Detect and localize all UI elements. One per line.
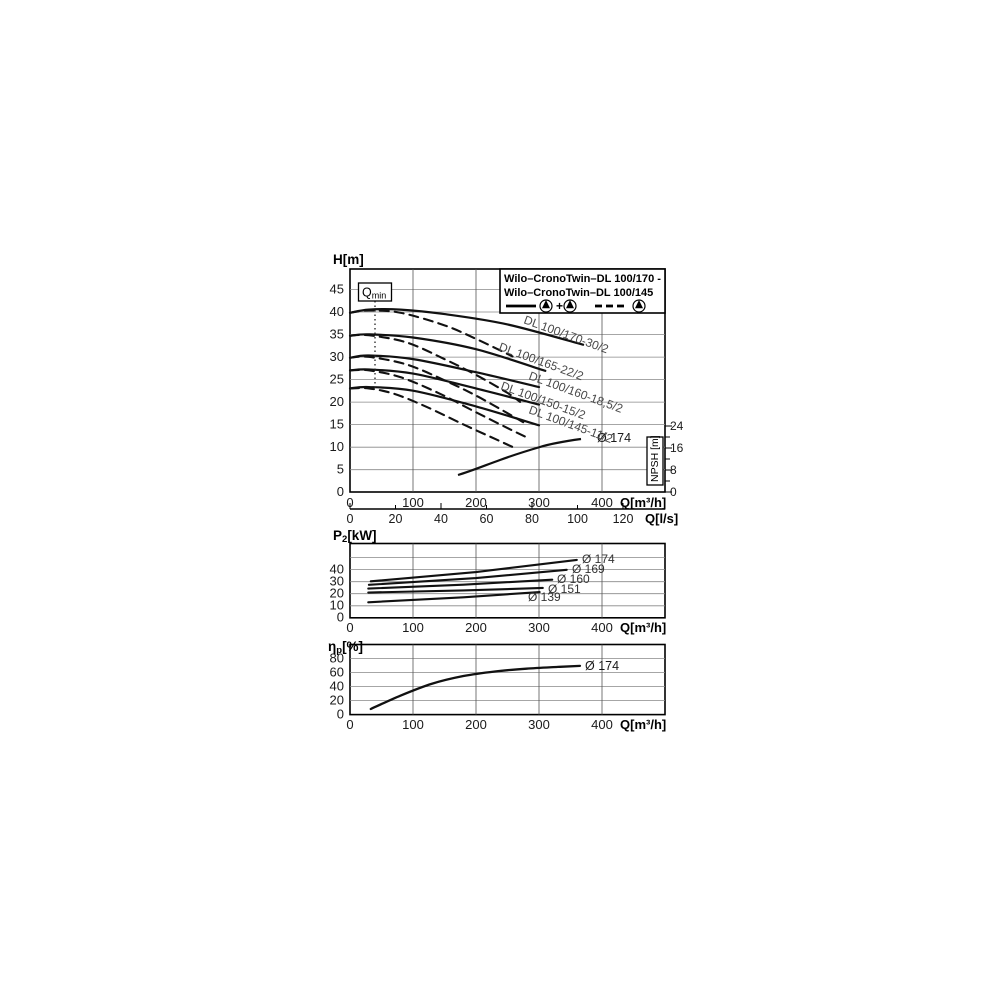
svg-text:0: 0: [337, 610, 344, 625]
svg-text:5: 5: [337, 462, 344, 477]
svg-text:100: 100: [402, 717, 424, 732]
svg-text:120: 120: [613, 512, 634, 526]
svg-text:P2[kW]: P2[kW]: [333, 528, 377, 545]
svg-text:60: 60: [330, 665, 344, 680]
svg-text:100: 100: [567, 512, 588, 526]
svg-text:30: 30: [330, 349, 344, 364]
svg-text:40: 40: [330, 679, 344, 694]
svg-text:10: 10: [330, 439, 344, 454]
svg-text:24: 24: [670, 419, 684, 433]
svg-text:0: 0: [337, 707, 344, 722]
svg-text:+: +: [556, 299, 563, 313]
svg-text:100: 100: [402, 620, 424, 635]
svg-text:Q[m³/h]: Q[m³/h]: [620, 717, 666, 732]
svg-text:Ø 174: Ø 174: [585, 659, 619, 673]
svg-text:35: 35: [330, 327, 344, 342]
svg-text:20: 20: [330, 693, 344, 708]
svg-text:200: 200: [465, 620, 487, 635]
svg-text:0: 0: [337, 484, 344, 499]
svg-text:16: 16: [670, 441, 684, 455]
svg-text:25: 25: [330, 372, 344, 387]
svg-text:45: 45: [330, 282, 344, 297]
svg-text:300: 300: [528, 717, 550, 732]
svg-text:400: 400: [591, 717, 613, 732]
svg-text:80: 80: [525, 512, 539, 526]
svg-text:400: 400: [591, 620, 613, 635]
svg-text:H[m]: H[m]: [333, 252, 364, 267]
svg-text:20: 20: [330, 394, 344, 409]
svg-text:NPSH [m]: NPSH [m]: [649, 435, 661, 482]
svg-text:100: 100: [402, 495, 424, 510]
svg-text:0: 0: [347, 512, 354, 526]
svg-text:300: 300: [528, 495, 550, 510]
svg-text:300: 300: [528, 620, 550, 635]
svg-text:40: 40: [330, 304, 344, 319]
svg-text:0: 0: [346, 620, 353, 635]
svg-text:200: 200: [465, 717, 487, 732]
svg-text:15: 15: [330, 417, 344, 432]
svg-text:40: 40: [434, 512, 448, 526]
svg-text:Wilo–CronoTwin–DL 100/170 -: Wilo–CronoTwin–DL 100/170 -: [504, 273, 661, 285]
svg-text:Q[l/s]: Q[l/s]: [645, 511, 678, 526]
svg-text:Q[m³/h]: Q[m³/h]: [620, 620, 666, 635]
svg-text:ηp[%]: ηp[%]: [328, 639, 363, 656]
svg-text:Ø 139: Ø 139: [528, 590, 561, 604]
svg-text:200: 200: [465, 495, 487, 510]
svg-text:400: 400: [591, 495, 613, 510]
svg-text:20: 20: [389, 512, 403, 526]
svg-text:0: 0: [346, 717, 353, 732]
svg-text:60: 60: [480, 512, 494, 526]
svg-text:Q[m³/h]: Q[m³/h]: [620, 495, 666, 510]
svg-text:Wilo–CronoTwin–DL 100/145: Wilo–CronoTwin–DL 100/145: [504, 287, 653, 299]
